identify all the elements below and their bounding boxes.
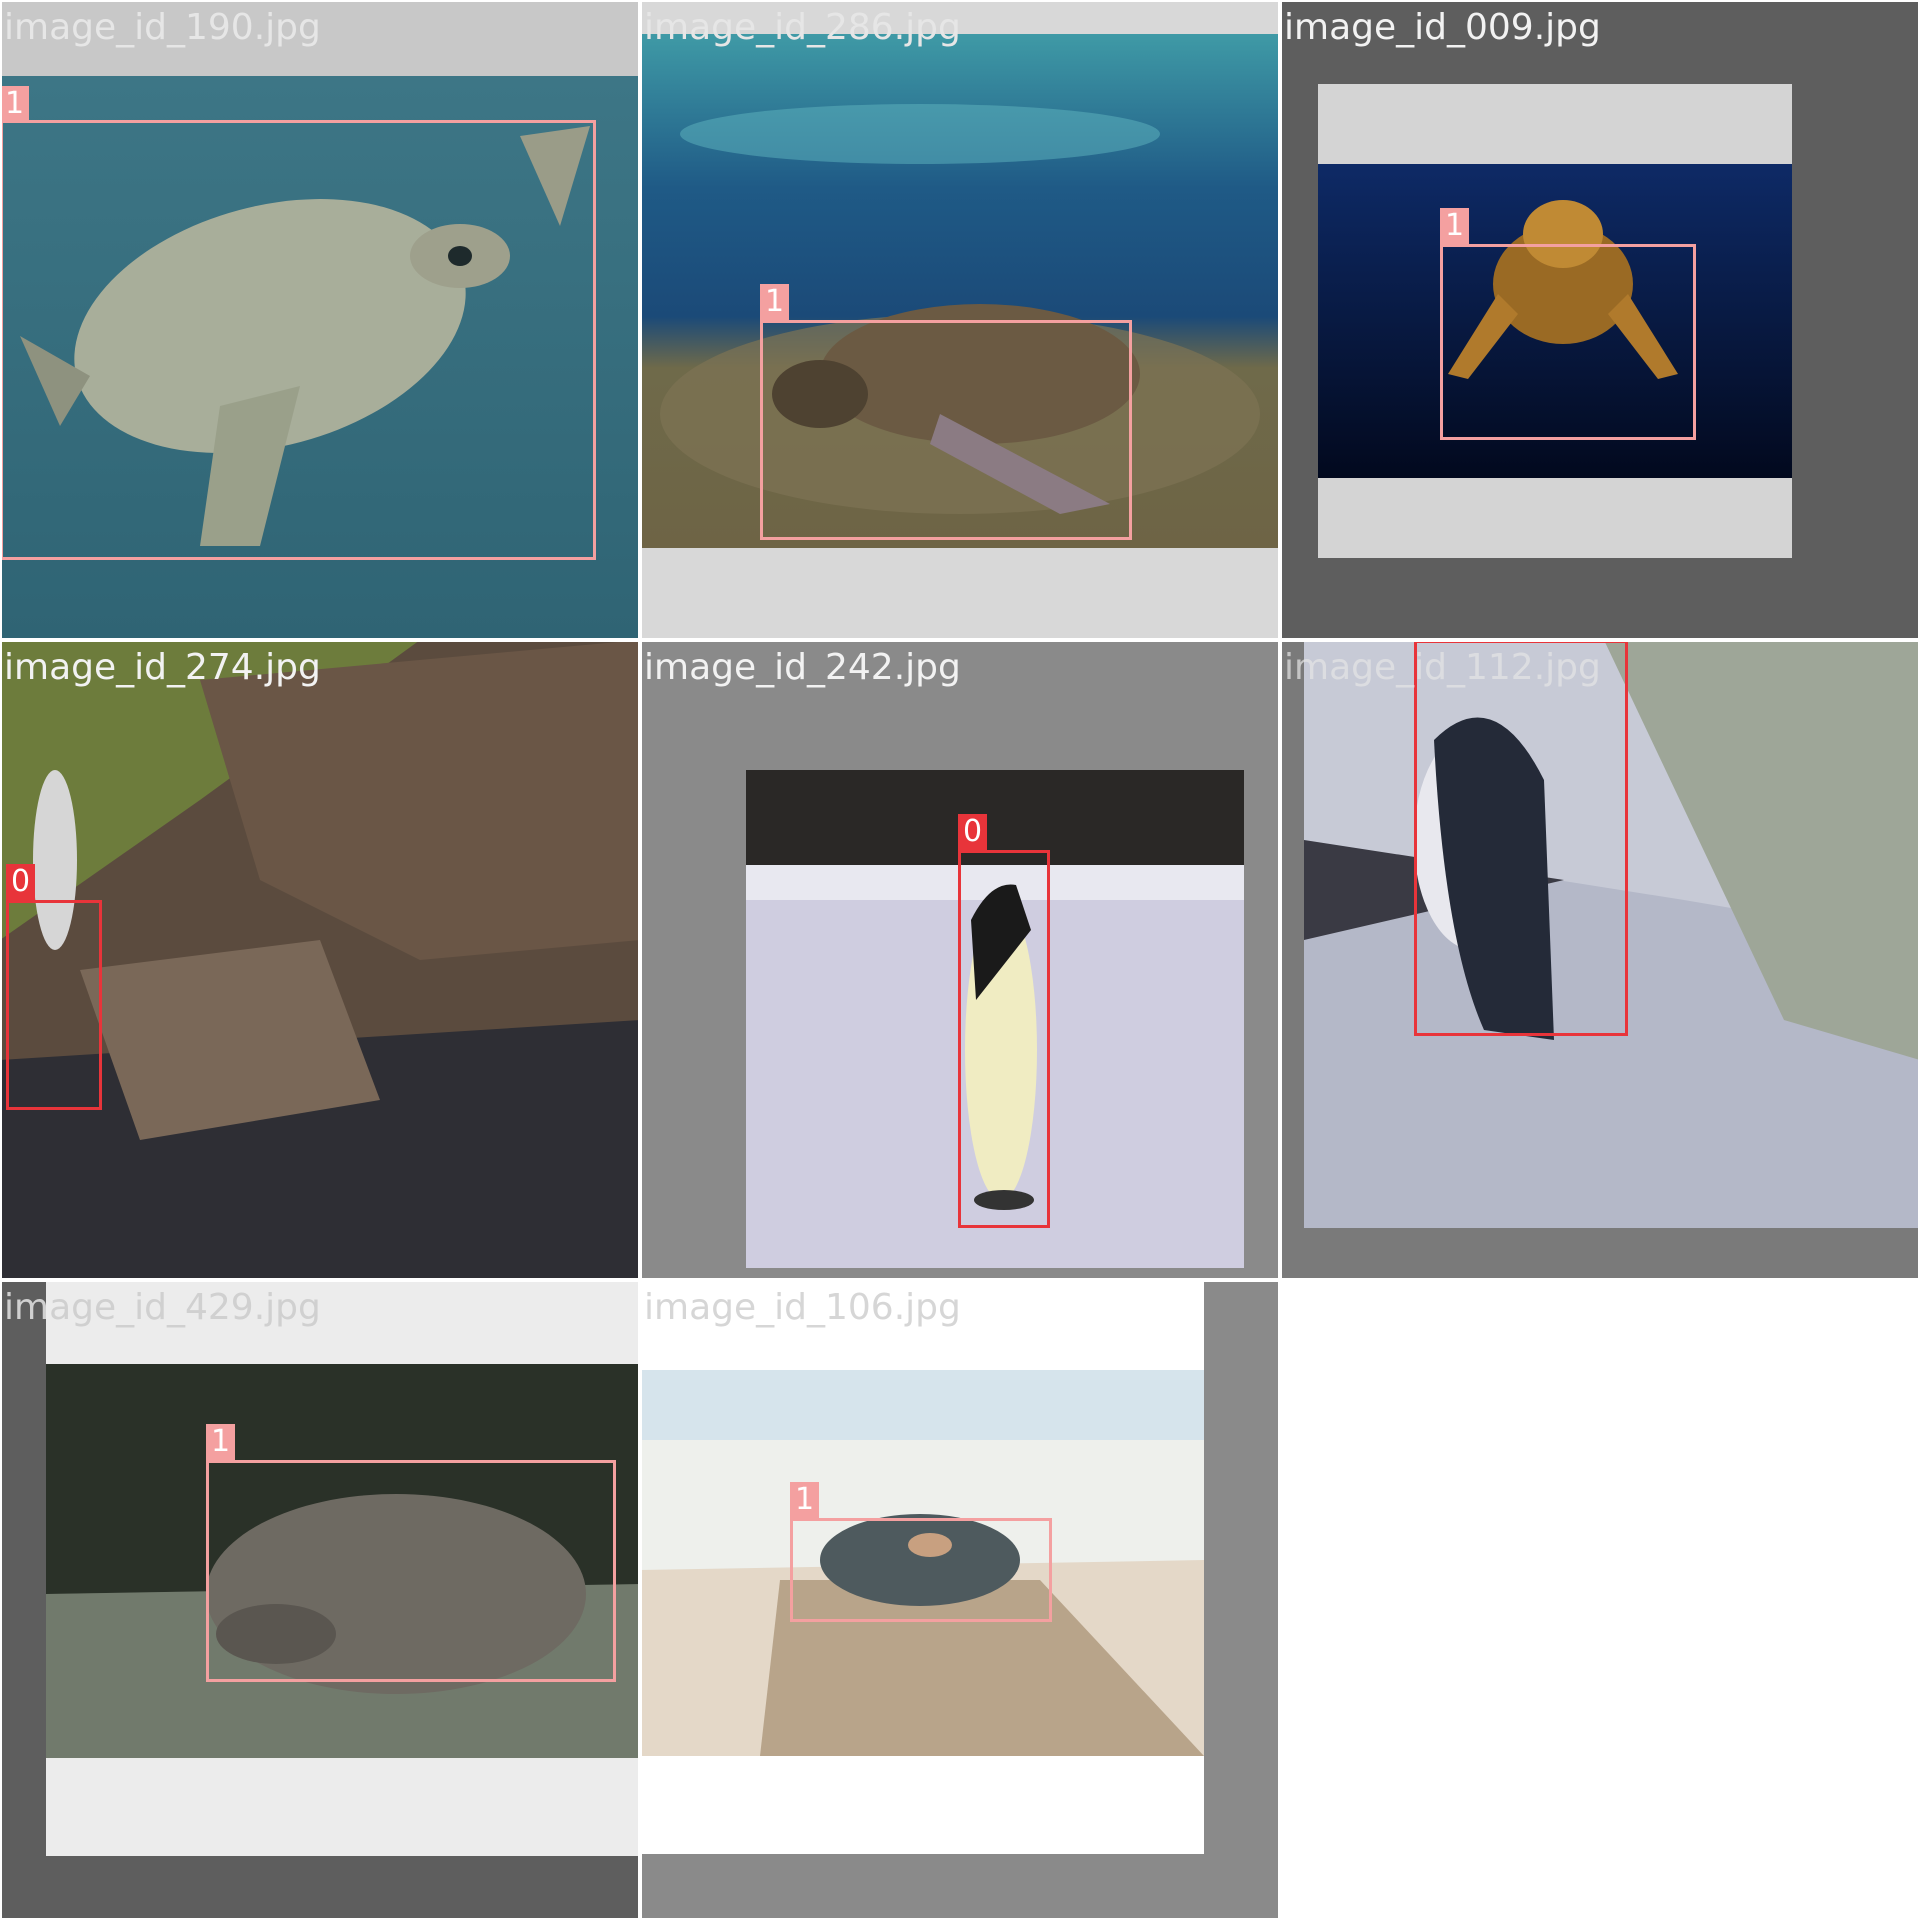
photo-emperor-penguin — [746, 770, 1244, 1268]
image-filename-label: image_id_190.jpg — [4, 7, 321, 48]
image-filename-label: image_id_286.jpg — [644, 7, 961, 48]
tile-image-190: 1 image_id_190.jpg — [0, 0, 640, 640]
class-label-tag: 0 — [958, 814, 988, 850]
bounding-box — [790, 1518, 1052, 1622]
photo-cliff-penguin — [0, 640, 640, 1280]
photo-sliding-penguin — [1304, 640, 1920, 1228]
photo-hawksbill-turtle — [1318, 164, 1792, 478]
tile-image-242: 0 image_id_242.jpg — [640, 640, 1280, 1280]
empty-tile — [1280, 1280, 1920, 1920]
class-label-tag: 1 — [760, 284, 790, 320]
bounding-box — [6, 900, 102, 1110]
image-filename-label: image_id_112.jpg — [1284, 647, 1601, 688]
photo-tortoise-grass — [46, 1364, 640, 1758]
image-filename-label: image_id_429.jpg — [4, 1287, 321, 1328]
image-filename-label: image_id_274.jpg — [4, 647, 321, 688]
bounding-box — [0, 120, 596, 560]
tile-image-112: 0 image_id_112.jpg — [1280, 640, 1920, 1280]
tile-image-286: 1 image_id_286.jpg — [640, 0, 1280, 640]
tile-image-274: 0 image_id_274.jpg — [0, 640, 640, 1280]
class-label-tag: 0 — [6, 864, 36, 900]
bounding-box — [958, 850, 1050, 1228]
bounding-box — [760, 320, 1132, 540]
bounding-box — [1414, 640, 1628, 1036]
tile-image-106: 1 image_id_106.jpg — [640, 1280, 1280, 1920]
image-filename-label: image_id_106.jpg — [644, 1287, 961, 1328]
photo-turtle-beach — [640, 1370, 1204, 1756]
tile-image-429: 1 image_id_429.jpg — [0, 1280, 640, 1920]
image-filename-label: image_id_242.jpg — [644, 647, 961, 688]
image-filename-label: image_id_009.jpg — [1284, 7, 1601, 48]
photo-turtle-seafloor — [640, 34, 1280, 548]
class-label-tag: 1 — [1440, 208, 1470, 244]
tile-image-009: 1 image_id_009.jpg — [1280, 0, 1920, 640]
bounding-box — [1440, 244, 1696, 440]
class-label-tag: 1 — [790, 1482, 820, 1518]
class-label-tag: 1 — [0, 86, 30, 122]
class-label-tag: 1 — [206, 1424, 236, 1460]
photo-sea-turtle — [0, 76, 640, 640]
bounding-box — [206, 1460, 616, 1682]
